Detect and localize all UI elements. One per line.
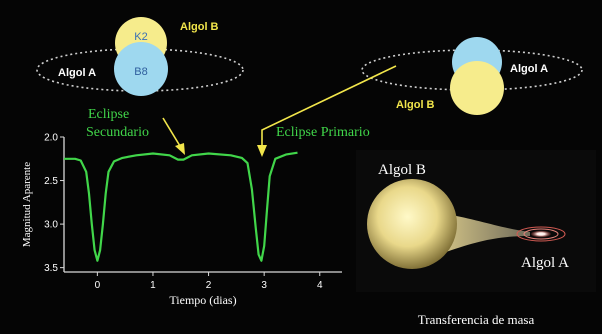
orbit-ellipse (36, 48, 244, 92)
y-tick-label: 2.0 (44, 133, 58, 144)
label-eclipse-secundario-line1: Eclipse (88, 107, 129, 122)
top-right-orbit-diagram: Algol A Algol B (361, 37, 583, 115)
arrowhead-primary (257, 145, 267, 157)
label-algol-b-mass-transfer: Algol B (378, 162, 426, 178)
top-left-orbit-diagram: K2 B8 Algol B Algol A (36, 17, 244, 96)
x-tick-label: 4 (317, 280, 323, 291)
arrow-to-secondary-eclipse (162, 117, 181, 147)
y-axis-label: Magnitud Aparente (21, 162, 33, 247)
label-eclipse-secundario-line2: Secundario (86, 125, 149, 140)
label-algol-a-mass-transfer: Algol A (521, 255, 569, 271)
orbit-ellipse (361, 49, 583, 91)
eclipse-annotations: Eclipse Secundario Eclipse Primario (86, 65, 397, 157)
y-tick-label: 3.0 (44, 220, 58, 231)
x-tick-label: 1 (150, 280, 156, 291)
label-algol-b-top-left: Algol B (180, 21, 219, 33)
arrow-to-primary-eclipse (261, 65, 397, 145)
mass-transfer-illustration: Algol B Algol A Transferencia de masa (356, 150, 596, 327)
y-tick-label: 3.5 (44, 263, 58, 274)
label-b8: B8 (134, 66, 147, 78)
label-k2: K2 (134, 31, 147, 43)
label-algol-b-top-right: Algol B (396, 99, 435, 111)
star-algol-a-b8 (114, 42, 168, 96)
x-tick-label: 2 (206, 280, 212, 291)
caption-transferencia-de-masa: Transferencia de masa (418, 312, 535, 327)
light-curve-series-0 (64, 151, 298, 262)
x-axis-label: Tiempo (dias) (169, 293, 236, 307)
light-curve-chart: 0 1 2 3 4 2.0 2.5 3.0 3.5 Tiempo (dias) Magnitud A… (21, 133, 342, 307)
accretion-disk (516, 226, 566, 242)
arrowhead-secondary (175, 143, 185, 155)
algol-b-star-blob (367, 179, 457, 269)
label-eclipse-primario: Eclipse Primario (276, 125, 370, 140)
label-algol-a-top-left: Algol A (58, 67, 96, 79)
y-tick-label: 2.5 (44, 176, 58, 187)
label-algol-a-top-right: Algol A (510, 63, 548, 75)
star-algol-b-yellow (450, 61, 504, 115)
x-tick-label: 0 (95, 280, 101, 291)
x-tick-label: 3 (261, 280, 267, 291)
mass-stream (446, 214, 530, 252)
